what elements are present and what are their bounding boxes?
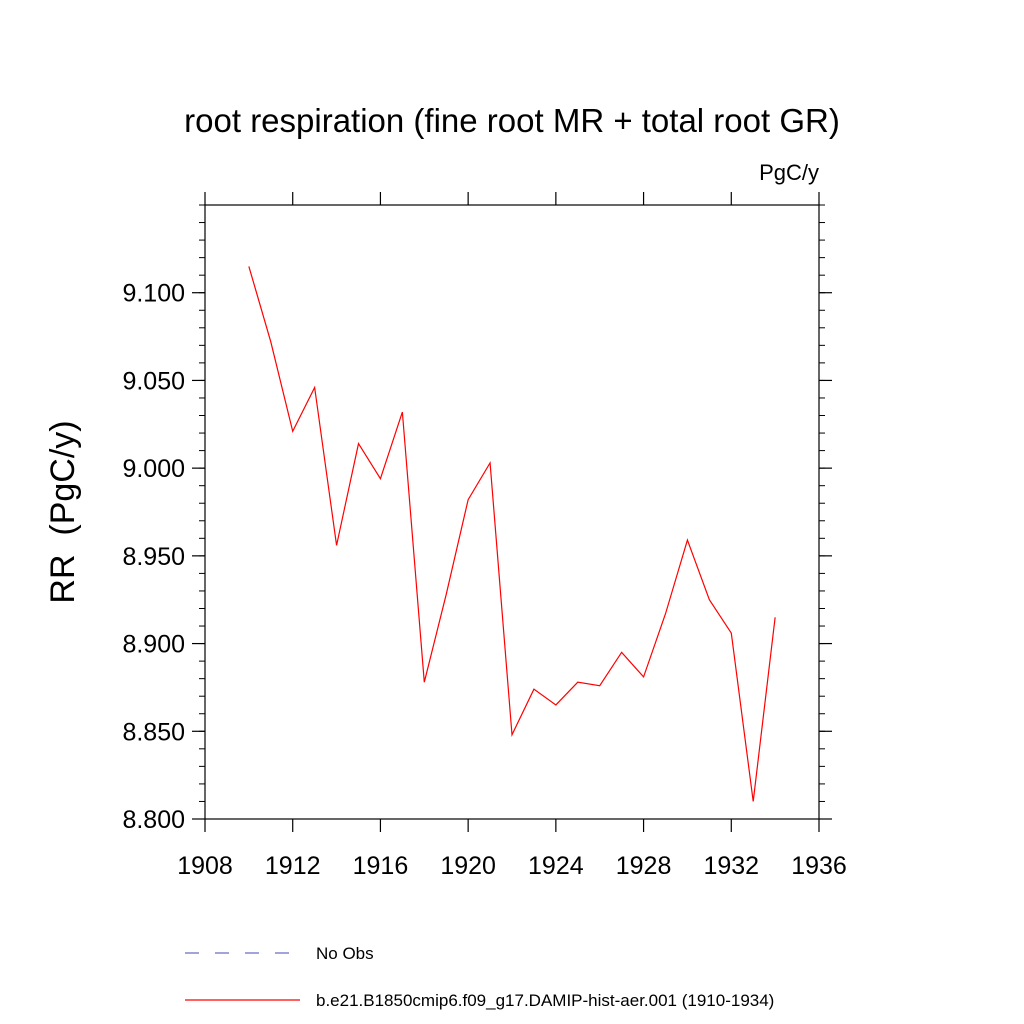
units-label: PgC/y <box>759 160 819 185</box>
y-tick-label: 9.100 <box>122 280 185 308</box>
chart-title: root respiration (fine root MR + total r… <box>184 102 840 139</box>
y-tick-label: 8.950 <box>122 543 185 571</box>
x-axis-ticks: 1908 1912 1916 1920 1924 1928 1932 1936 <box>177 192 847 880</box>
y-axis-ticks: 8.800 8.850 8.900 8.950 9.000 9.050 9.100 <box>122 280 832 834</box>
legend: No Obs b.e21.B1850cmip6.f09_g17.DAMIP-hi… <box>185 944 774 1010</box>
plot-frame <box>204 204 820 820</box>
y-minor-ticks <box>199 204 825 820</box>
x-tick-label: 1932 <box>703 852 759 880</box>
x-tick-label: 1916 <box>353 852 409 880</box>
series-line <box>248 266 776 802</box>
x-tick-label: 1912 <box>265 852 321 880</box>
y-tick-label: 9.050 <box>122 367 185 395</box>
x-tick-label: 1928 <box>616 852 672 880</box>
x-tick-label: 1920 <box>440 852 496 880</box>
legend-label-no-obs: No Obs <box>316 944 374 963</box>
y-tick-label: 8.800 <box>122 806 185 834</box>
y-axis-label: RR (PgC/y) <box>44 420 82 603</box>
y-tick-label: 8.850 <box>122 718 185 746</box>
x-tick-label: 1924 <box>528 852 584 880</box>
y-tick-label: 9.000 <box>122 455 185 483</box>
x-tick-label: 1936 <box>791 852 847 880</box>
y-tick-label: 8.900 <box>122 631 185 659</box>
x-tick-label: 1908 <box>177 852 233 880</box>
series-layer <box>248 266 776 802</box>
legend-label-series: b.e21.B1850cmip6.f09_g17.DAMIP-hist-aer.… <box>316 991 774 1010</box>
